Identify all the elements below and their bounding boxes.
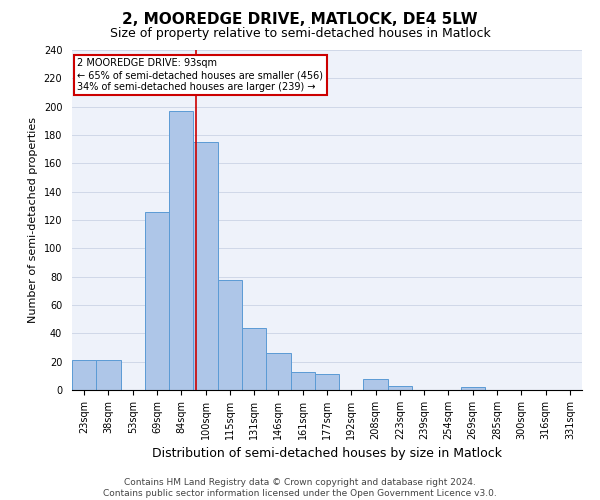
Bar [242,328,266,390]
Bar [266,353,290,390]
Bar [315,374,339,390]
Text: 2 MOOREDGE DRIVE: 93sqm
← 65% of semi-detached houses are smaller (456)
34% of s: 2 MOOREDGE DRIVE: 93sqm ← 65% of semi-de… [77,58,323,92]
Bar [193,142,218,390]
Text: Contains HM Land Registry data © Crown copyright and database right 2024.
Contai: Contains HM Land Registry data © Crown c… [103,478,497,498]
Bar [145,212,169,390]
Bar [72,360,96,390]
Y-axis label: Number of semi-detached properties: Number of semi-detached properties [28,117,38,323]
Bar [169,111,193,390]
Bar [218,280,242,390]
Bar [364,378,388,390]
Bar [388,386,412,390]
Text: 2, MOOREDGE DRIVE, MATLOCK, DE4 5LW: 2, MOOREDGE DRIVE, MATLOCK, DE4 5LW [122,12,478,28]
Bar [461,387,485,390]
Text: Size of property relative to semi-detached houses in Matlock: Size of property relative to semi-detach… [110,28,490,40]
X-axis label: Distribution of semi-detached houses by size in Matlock: Distribution of semi-detached houses by … [152,448,502,460]
Bar [96,360,121,390]
Bar [290,372,315,390]
